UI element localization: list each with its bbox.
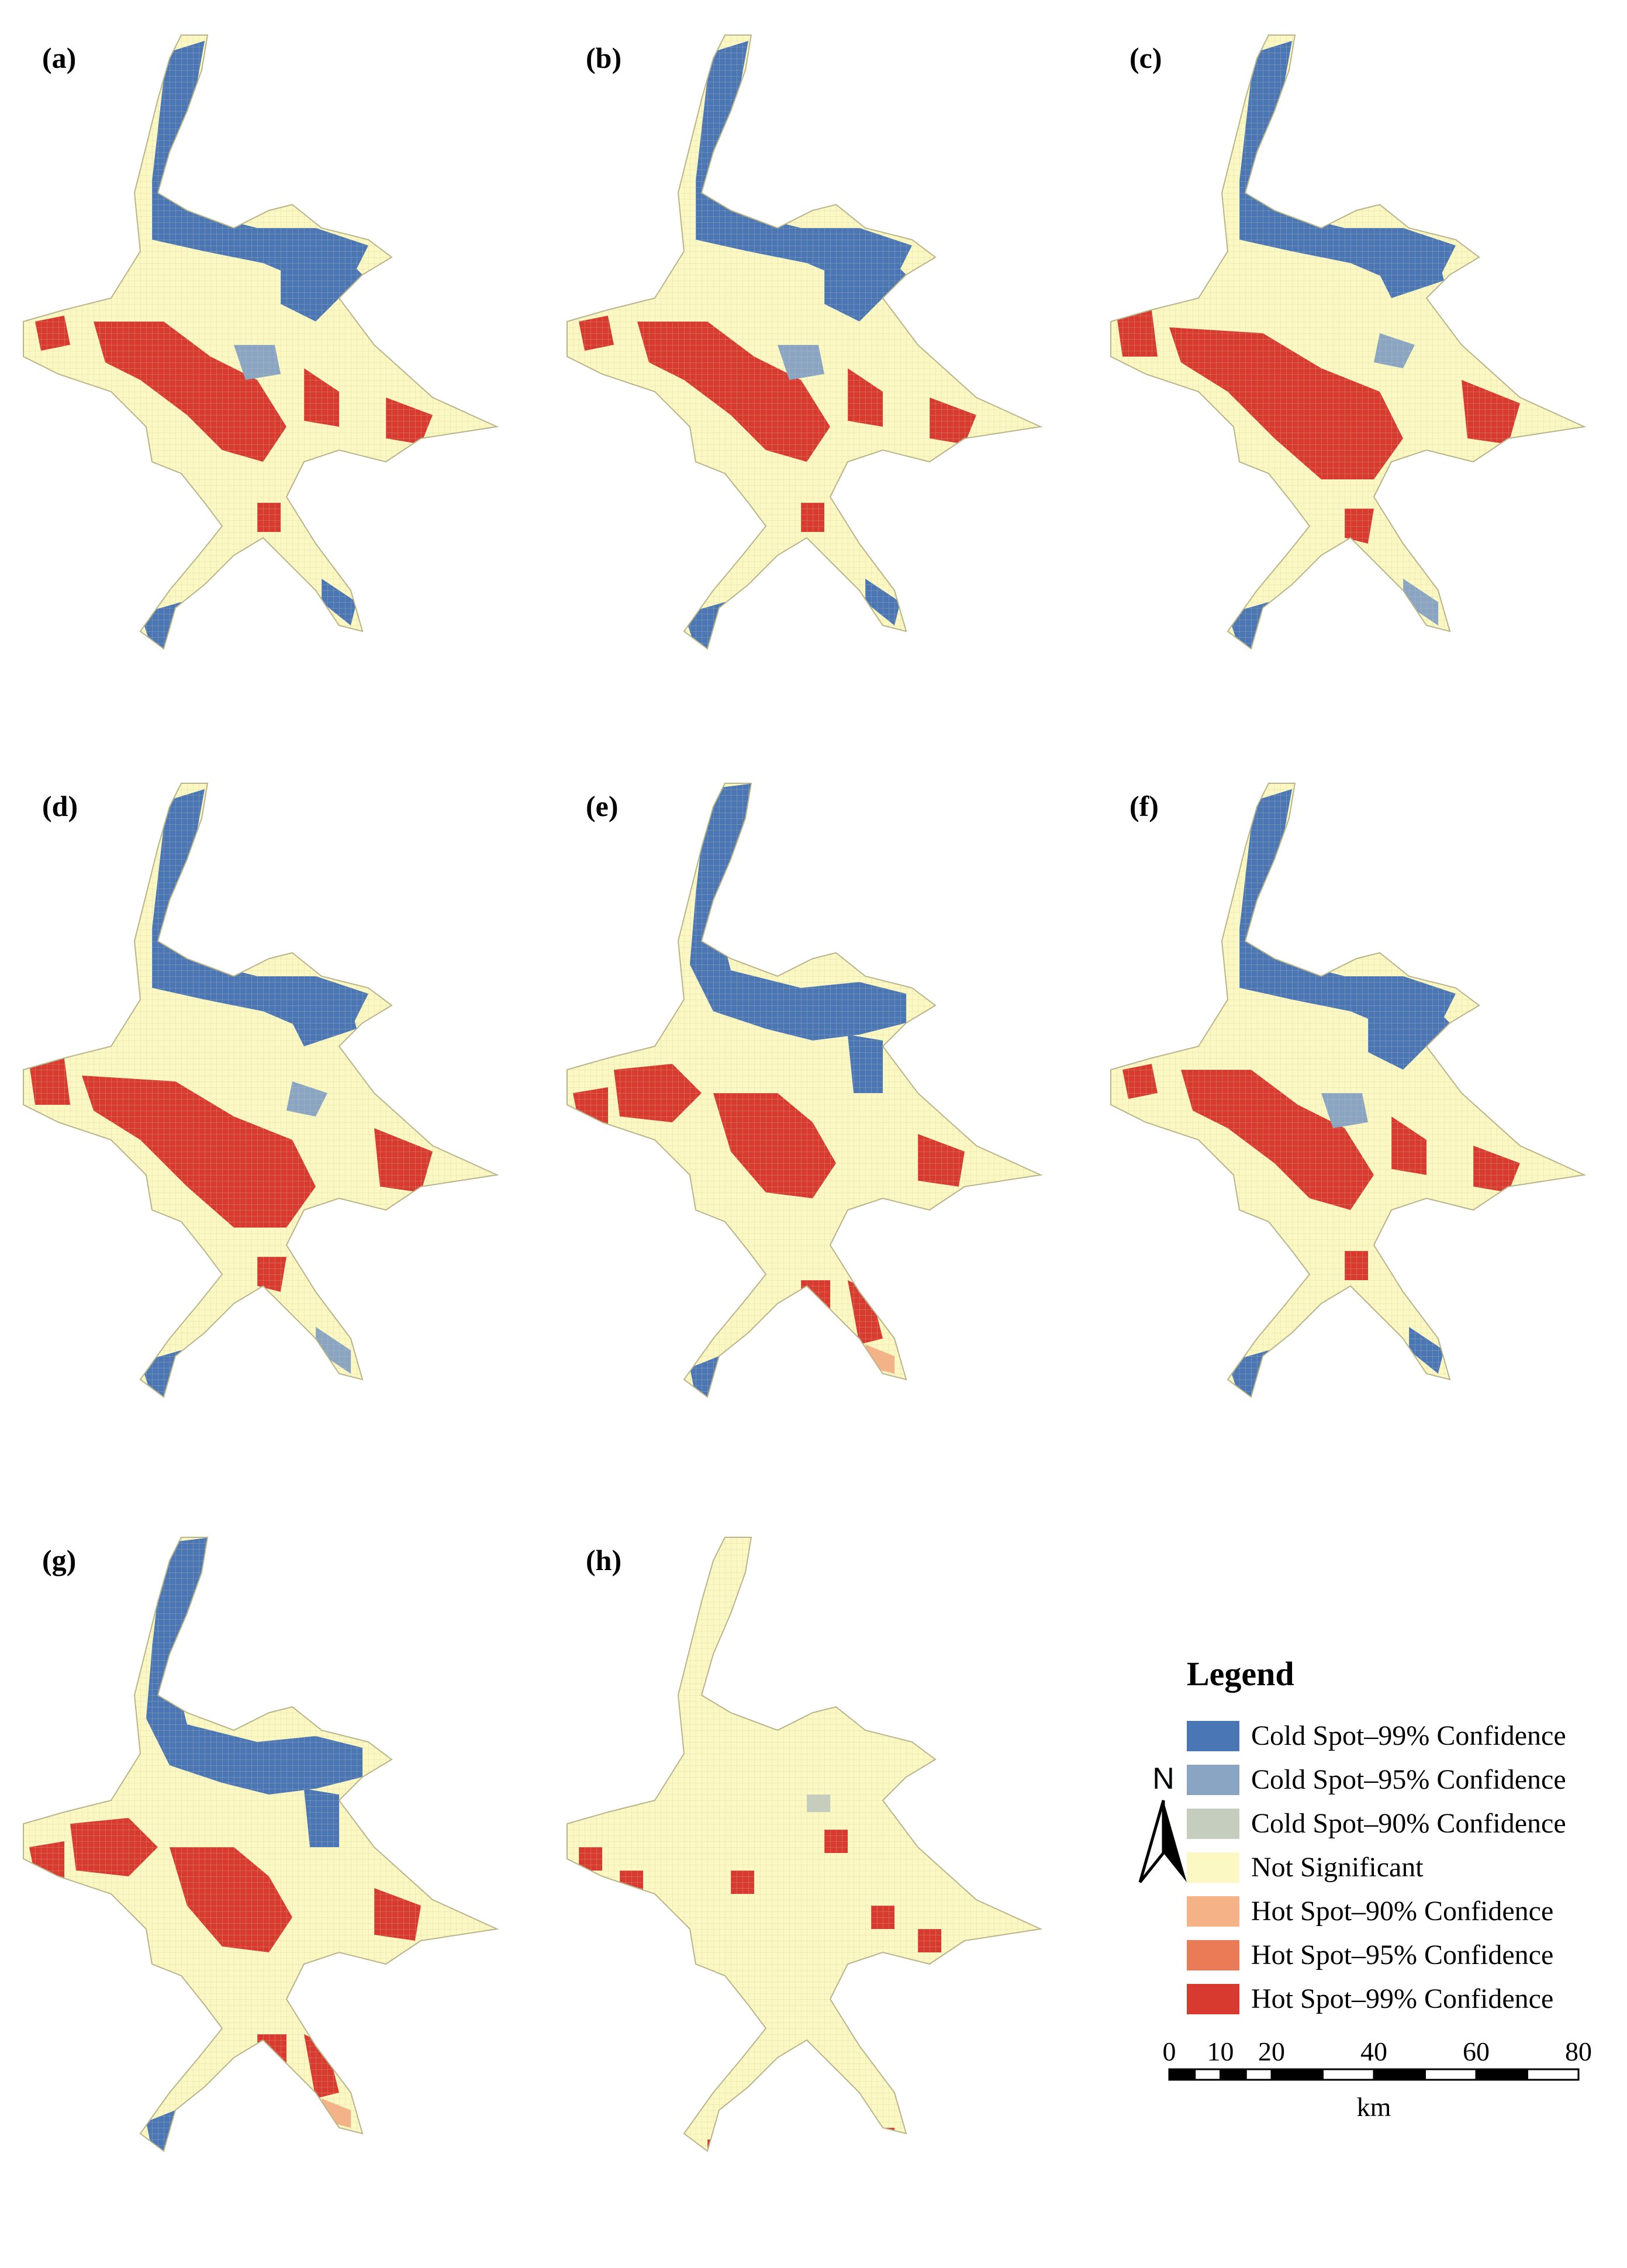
map-panel-f: (f)	[1099, 766, 1625, 1496]
panel-label-c: (c)	[1129, 42, 1162, 74]
legend-label: Hot Spot–95% Confidence	[1251, 1939, 1554, 1970]
panel-label-f: (f)	[1129, 790, 1159, 822]
map-panel-a: (a)	[12, 18, 538, 748]
legend-label: Cold Spot–99% Confidence	[1251, 1720, 1566, 1751]
legend-label: Not Significant	[1251, 1852, 1424, 1883]
scale-tick-label: 40	[1360, 2037, 1387, 2066]
legend: Legend Cold Spot–99% Confidence Cold Spo…	[1128, 1654, 1619, 2268]
hot-spot-region	[631, 1923, 655, 1947]
north-label: N	[1152, 1762, 1175, 1796]
grid-cells	[567, 1537, 1041, 2151]
panel-label-a: (a)	[42, 42, 77, 74]
scale-unit-label: km	[1357, 2092, 1391, 2122]
map-panel-e: (e)	[555, 766, 1082, 1496]
legend-swatch	[1187, 1721, 1239, 1751]
map-panel-b: (b)	[555, 18, 1082, 748]
map-a	[23, 34, 499, 650]
map-f	[1110, 783, 1587, 1398]
map-panel-h: (h)	[555, 1520, 1082, 2250]
map-b	[566, 34, 1043, 650]
north-arrow-icon: N	[1138, 1762, 1187, 1883]
scale-bar-segment	[1245, 2068, 1273, 2081]
grid-cells	[1111, 35, 1584, 649]
panel-label-g: (g)	[42, 1544, 77, 1576]
grid-cells	[1111, 783, 1584, 1397]
scale-tick-label: 60	[1463, 2037, 1490, 2066]
scale-tick-label: 80	[1565, 2037, 1592, 2066]
legend-label: Cold Spot–95% Confidence	[1251, 1764, 1566, 1795]
panel-label-e: (e)	[586, 790, 619, 822]
map-h	[566, 1537, 1043, 2152]
legend-swatch	[1187, 1940, 1239, 1970]
hot-spot-region	[707, 2139, 731, 2151]
panel-label-d: (d)	[42, 790, 78, 822]
lake-outline	[1110, 783, 1587, 1398]
lake-outline	[23, 1537, 499, 2152]
lake-outline	[23, 783, 499, 1398]
scale-bar-segment	[1270, 2068, 1324, 2081]
lake-outline	[23, 34, 499, 650]
grid-cells	[567, 35, 1041, 649]
scale-tick-label: 20	[1258, 2037, 1285, 2066]
map-panel-c: (c)	[1099, 18, 1625, 748]
legend-swatch	[1187, 1765, 1239, 1795]
legend-label: Hot Spot–90% Confidence	[1251, 1896, 1554, 1927]
map-d	[23, 783, 499, 1398]
legend-label: Cold Spot–90% Confidence	[1251, 1808, 1566, 1839]
grid-cells	[23, 35, 497, 649]
scale-bar-segment	[1322, 2068, 1375, 2081]
scale-tick-label: 10	[1207, 2037, 1234, 2066]
hot-spot-region	[719, 1648, 737, 1666]
panel-label-h: (h)	[586, 1544, 622, 1576]
legend-title: Legend	[1187, 1655, 1294, 1693]
hot-spot-region	[661, 1999, 731, 2022]
map-e	[566, 783, 1043, 1398]
legend-swatch	[1187, 1809, 1239, 1839]
scale-bar-segment	[1424, 2068, 1477, 2081]
map-c	[1110, 34, 1587, 650]
map-g	[23, 1537, 499, 2152]
lake-outline	[566, 34, 1043, 650]
scale-bar-segment	[1373, 2068, 1426, 2081]
scale-tick-label: 0	[1163, 2037, 1176, 2066]
scale-bar: 0 10 20 40 60 80 km	[1163, 2037, 1593, 2122]
legend-swatch	[1187, 1852, 1239, 1883]
grid-cells	[23, 783, 497, 1397]
lake-outline	[566, 783, 1043, 1398]
lake-outline	[1110, 34, 1587, 650]
scale-bar-segment	[1194, 2068, 1221, 2081]
map-panel-g: (g)	[12, 1520, 538, 2250]
grid-cells	[23, 1537, 497, 2151]
scale-bar-segment	[1220, 2068, 1247, 2081]
hot-spot-region	[871, 2128, 894, 2151]
legend-label: Hot Spot–99% Confidence	[1251, 1983, 1554, 2014]
map-panel-d: (d)	[12, 766, 538, 1496]
scale-bar-segment	[1168, 2068, 1196, 2081]
grid-cells	[567, 783, 1041, 1397]
scale-bar-segment	[1526, 2068, 1580, 2081]
legend-swatch	[1187, 1896, 1239, 1927]
scale-bar-segment	[1475, 2068, 1528, 2081]
panel-label-b: (b)	[586, 42, 622, 74]
legend-swatch	[1187, 1984, 1239, 2014]
lake-outline	[566, 1537, 1043, 2152]
